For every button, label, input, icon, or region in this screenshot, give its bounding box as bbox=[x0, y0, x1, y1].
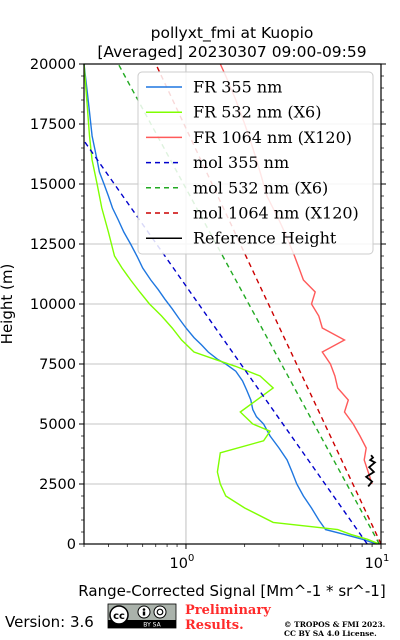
legend-label: mol 1064 nm (X120) bbox=[193, 204, 359, 223]
series-mol-355-nm bbox=[83, 140, 368, 545]
legend-label: mol 532 nm (X6) bbox=[193, 178, 328, 197]
y-tick-label: 2500 bbox=[39, 477, 76, 493]
y-axis-label: Height (m) bbox=[0, 264, 16, 345]
copyright-text: © TROPOS & FMI 2023. bbox=[284, 620, 385, 629]
footer: Version: 3.6 cc BY SA Preliminary Result… bbox=[5, 603, 385, 638]
chart-subtitle: [Averaged] 20230307 09:00-09:59 bbox=[97, 43, 366, 61]
y-tick-label: 20000 bbox=[30, 57, 76, 73]
legend-label: FR 532 nm (X6) bbox=[193, 103, 321, 122]
x-tick-label: 100 bbox=[170, 553, 195, 572]
legend-frame bbox=[137, 71, 374, 255]
series-fr-355-nm bbox=[83, 63, 377, 545]
license-text: CC BY SA 4.0 License. bbox=[284, 629, 377, 638]
cc-icon bbox=[109, 605, 129, 625]
x-tick-label: 101 bbox=[365, 553, 390, 572]
legend-label: mol 355 nm bbox=[193, 153, 289, 172]
y-tick-label: 7500 bbox=[39, 357, 76, 373]
legend-label: FR 355 nm bbox=[193, 78, 282, 97]
y-tick-label: 10000 bbox=[30, 297, 76, 313]
y-tick-label: 17500 bbox=[30, 117, 76, 133]
y-tick-label: 5000 bbox=[39, 417, 76, 433]
legend-label: Reference Height bbox=[193, 229, 337, 248]
license-badge-text: BY SA bbox=[143, 622, 161, 629]
series-mol-532-nm-x6 bbox=[117, 63, 380, 545]
y-tick-label: 15000 bbox=[30, 177, 76, 193]
legend-label: FR 1064 nm (X120) bbox=[193, 128, 352, 147]
cc-license-badge: cc BY SA bbox=[107, 603, 177, 629]
share-alike-icon bbox=[153, 605, 167, 619]
preliminary-text: Preliminary bbox=[185, 603, 271, 618]
y-tick-label: 12500 bbox=[30, 237, 76, 253]
version-text: Version: 3.6 bbox=[5, 613, 94, 631]
x-axis-label: Range-Corrected Signal [Mm^-1 * sr^-1] bbox=[78, 582, 385, 600]
legend: FR 355 nm FR 532 nm (X6) FR 1064 nm (X120)… bbox=[137, 71, 374, 255]
chart-title: pollyxt_fmi at Kuopio bbox=[151, 24, 314, 43]
svg-text:cc: cc bbox=[113, 611, 125, 622]
y-tick-label: 0 bbox=[67, 537, 76, 553]
results-text: Results. bbox=[185, 618, 244, 633]
series-fr-532-nm-x6 bbox=[83, 63, 380, 545]
series-reference-height bbox=[364, 454, 377, 487]
